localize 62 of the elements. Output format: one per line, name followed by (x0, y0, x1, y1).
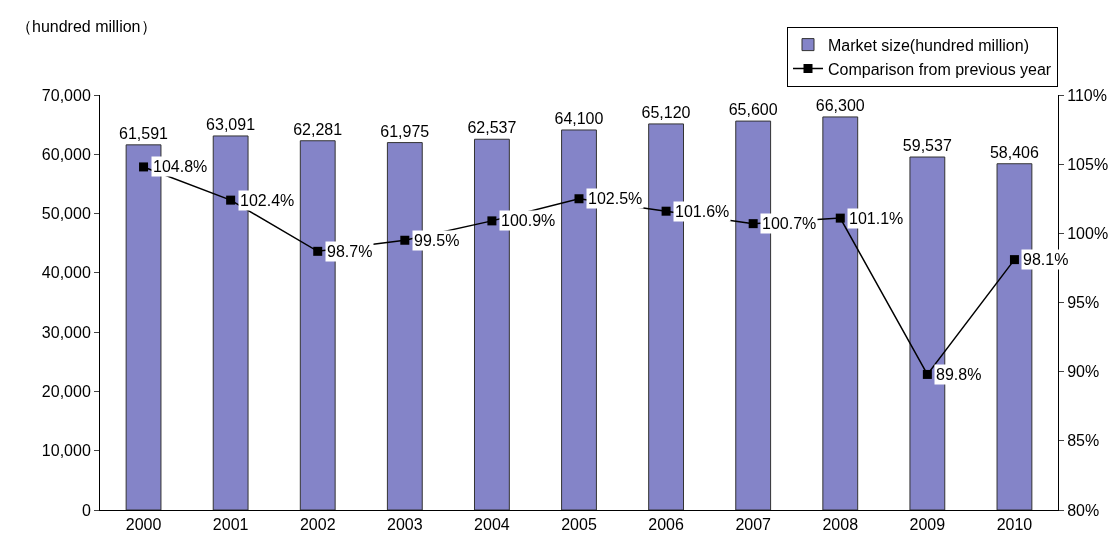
x-tick-label: 2003 (387, 516, 423, 534)
x-tick-label: 2004 (474, 516, 510, 534)
y-axis-title: （hundred million） (16, 18, 157, 35)
y-tick-label: 50,000 (41, 205, 91, 223)
x-tick-label: 2005 (561, 516, 597, 534)
x-tick-label: 2000 (125, 516, 162, 534)
data-label: 98.7% (327, 243, 373, 260)
x-tick-label: 2006 (648, 516, 684, 534)
y2-tick-label: 105% (1067, 155, 1109, 173)
data-label: 99.5% (414, 232, 460, 249)
y-tick-label: 40,000 (41, 264, 91, 282)
x-tick-label: 2002 (299, 516, 336, 534)
y-tick-label: 0 (81, 501, 91, 519)
x-tick-label: 2008 (822, 516, 859, 534)
data-label: 59,537 (902, 137, 952, 155)
data-label: 61,975 (380, 122, 430, 140)
point (487, 216, 497, 226)
legend-label: Market size(hundred million) (828, 36, 1029, 54)
data-label: 58,406 (989, 143, 1039, 161)
point (226, 195, 236, 205)
data-label: 100.9% (501, 212, 556, 229)
point (1009, 255, 1019, 265)
data-label: 98.1% (1023, 251, 1069, 268)
point (835, 213, 845, 223)
x-tick-label: 2010 (996, 516, 1033, 534)
data-label: 63,091 (206, 115, 256, 133)
legend-label: Comparison from previous year (828, 60, 1052, 78)
y-tick-label: 30,000 (41, 323, 91, 341)
data-label: 65,120 (641, 103, 691, 121)
data-label: 62,281 (293, 120, 343, 138)
data-label: 100.7% (762, 215, 817, 232)
data-label: 64,100 (554, 109, 604, 127)
y2-tick-label: 95% (1067, 294, 1100, 312)
data-label: 102.5% (588, 190, 643, 207)
y2-tick-label: 110% (1067, 86, 1107, 104)
x-tick-label: 2009 (909, 516, 946, 534)
data-label: 61,591 (119, 124, 169, 142)
data-label: 65,600 (728, 101, 778, 119)
data-label: 102.4% (240, 192, 295, 209)
y-tick-label: 20,000 (41, 383, 91, 401)
y-tick-label: 70,000 (41, 86, 91, 104)
point (748, 219, 758, 229)
y2-tick-label: 85% (1067, 432, 1100, 450)
y-tick-label: 10,000 (41, 442, 91, 460)
data-label: 101.6% (675, 203, 730, 220)
y2-tick-label: 90% (1067, 363, 1100, 381)
data-label: 66,300 (815, 96, 865, 114)
y2-tick-label: 100% (1067, 224, 1109, 242)
x-tick-label: 2001 (212, 516, 249, 534)
point (661, 206, 671, 216)
data-label: 89.8% (936, 366, 982, 383)
y-tick-label: 60,000 (41, 145, 91, 163)
y2-tick-label: 80% (1067, 501, 1100, 519)
point (922, 369, 932, 379)
point (574, 194, 584, 204)
point (313, 246, 323, 256)
data-label: 104.8% (153, 158, 208, 175)
point (400, 235, 410, 245)
point (139, 162, 149, 172)
x-tick-label: 2007 (735, 516, 772, 534)
data-label: 62,537 (467, 119, 517, 137)
data-label: 101.1% (849, 210, 904, 227)
